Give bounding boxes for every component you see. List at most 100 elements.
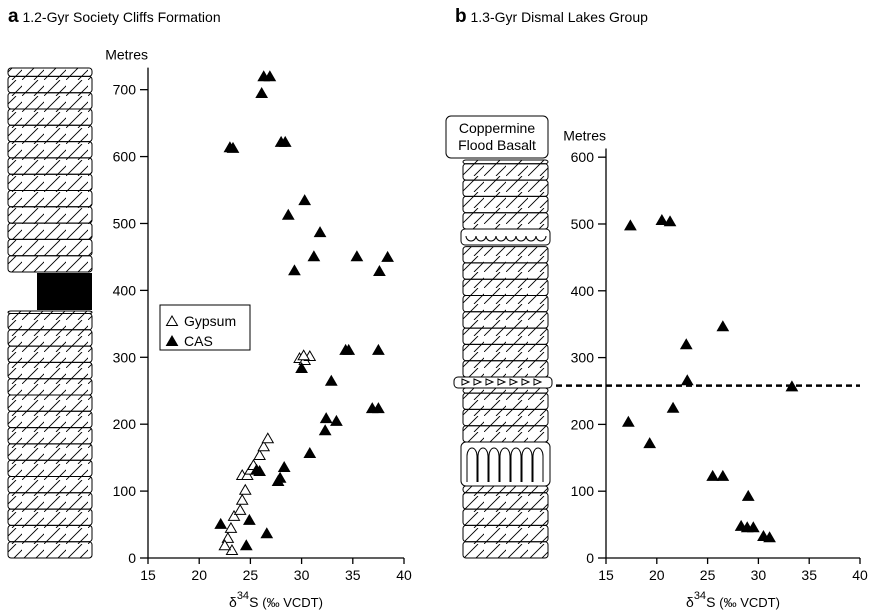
lithology-bed: [7, 459, 93, 478]
y-tick-label: 0: [586, 550, 594, 566]
lithology-bed: [7, 92, 93, 110]
arch: [466, 447, 478, 482]
lithology-bed: [7, 238, 93, 257]
legend-label: Gypsum: [184, 313, 236, 329]
lithology-black: [37, 273, 92, 310]
data-point: [263, 70, 277, 82]
lithology-bed: [462, 492, 549, 510]
lithology-bed: [7, 141, 93, 159]
data-point: [663, 215, 677, 227]
lithology-bed: [462, 278, 549, 297]
lithology-bed: [462, 508, 549, 526]
data-point: [679, 338, 693, 350]
data-point: [716, 469, 730, 481]
data-point: [372, 402, 385, 414]
x-axis-label: δ34S (‰ VCDT): [229, 590, 323, 610]
x-tick-label: 25: [243, 567, 259, 583]
small-triangle: [509, 378, 519, 386]
lithology-bed: [7, 394, 93, 412]
x-label-sup: 34: [694, 590, 706, 602]
y-tick-label: 200: [571, 416, 595, 432]
annotation: Coppermine: [459, 120, 535, 136]
lithology-bed: [7, 75, 93, 94]
lithology-bed: [7, 476, 93, 494]
lithology-bed: [7, 222, 93, 240]
data-point: [350, 250, 364, 262]
data-point: [288, 264, 301, 276]
y-tick-label: 100: [113, 483, 137, 499]
data-point: [307, 250, 321, 262]
data-point: [224, 521, 238, 533]
arch: [499, 447, 511, 482]
data-point: [655, 213, 669, 225]
data-point: [238, 483, 252, 495]
data-point: [239, 539, 253, 551]
lithology-bed: [462, 159, 549, 165]
data-point: [277, 461, 291, 473]
y-tick-label: 100: [571, 483, 595, 499]
data-point: [706, 469, 720, 481]
data-point: [763, 531, 776, 543]
lithology-bed: [7, 67, 93, 77]
arch: [521, 447, 533, 482]
title-text: 1.3-Gyr Dismal Lakes Group: [471, 9, 649, 25]
arch: [488, 447, 500, 482]
lithology-bed: [7, 524, 93, 543]
lithology-bed: [7, 345, 93, 363]
lithology-bed: [7, 492, 93, 510]
lithology-bed: [7, 206, 93, 224]
x-tick-label: 40: [852, 567, 868, 583]
y-tick-label: 600: [113, 149, 137, 165]
lithology-bed: [462, 425, 549, 443]
data-point: [330, 414, 343, 426]
lithology-bed: [7, 313, 93, 331]
scallop: [535, 235, 547, 242]
data-point: [233, 503, 247, 515]
small-triangle: [521, 378, 531, 386]
y-tick-label: 200: [113, 416, 137, 432]
x-tick-label: 15: [140, 567, 156, 583]
annotation: Flood Basalt: [458, 137, 536, 153]
data-point: [303, 446, 317, 458]
data-point: [785, 380, 799, 392]
lithology-bed: [7, 190, 93, 208]
y-tick-label: 0: [128, 550, 136, 566]
x-tick-label: 35: [801, 567, 817, 583]
data-point: [746, 521, 760, 533]
small-triangle: [473, 378, 483, 386]
arch: [532, 447, 544, 482]
lithology-bed: [7, 443, 93, 461]
small-triangle: [485, 378, 495, 386]
data-point: [260, 527, 274, 539]
x-label-sup: 34: [237, 590, 249, 602]
small-triangle: [461, 378, 471, 386]
data-point: [214, 517, 228, 529]
lithology-bed: [462, 360, 549, 378]
legend-label: CAS: [184, 333, 213, 349]
x-tick-label: 15: [598, 567, 614, 583]
x-tick-label: 30: [751, 567, 767, 583]
data-point: [227, 509, 241, 521]
arch: [477, 447, 489, 482]
lithology-bed: [7, 410, 93, 429]
data-point: [373, 264, 386, 276]
y-tick-label: 300: [571, 350, 595, 366]
data-point: [278, 135, 292, 147]
small-triangle: [497, 378, 507, 386]
y-axis-label: Metres: [563, 128, 606, 144]
x-label-main: S: [706, 594, 715, 610]
lithology-bed: [462, 163, 549, 181]
data-point: [313, 226, 327, 238]
data-point: [318, 424, 332, 436]
y-tick-label: 300: [113, 349, 137, 365]
data-point: [666, 401, 680, 413]
y-tick-label: 500: [113, 215, 137, 231]
data-point: [680, 374, 694, 386]
data-point: [342, 343, 356, 355]
lithology-bed: [462, 343, 549, 362]
panel-title: b 1.3-Gyr Dismal Lakes Group: [455, 6, 648, 27]
small-triangle: [533, 378, 543, 386]
data-point: [243, 513, 256, 525]
data-point: [295, 361, 308, 373]
y-tick-label: 400: [113, 282, 137, 298]
